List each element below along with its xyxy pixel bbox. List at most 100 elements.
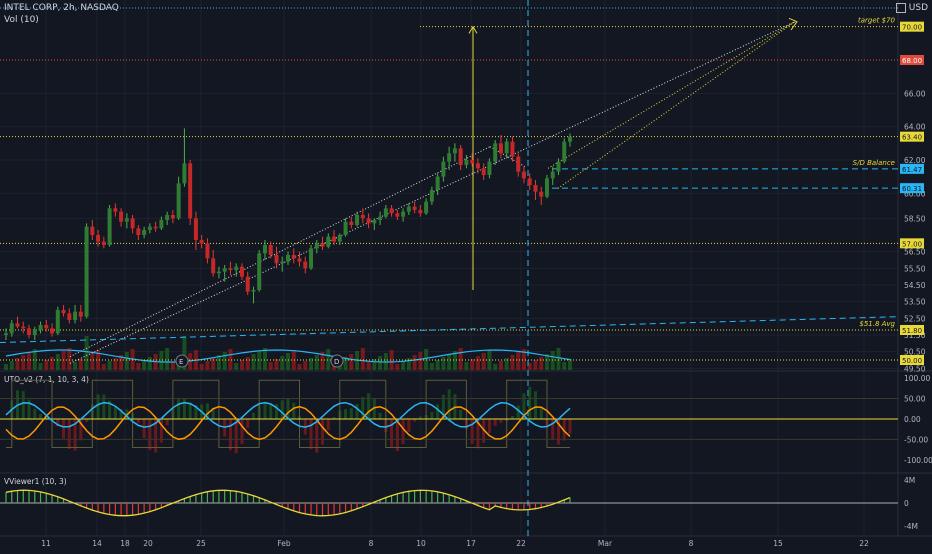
time-axis-tick: 18: [120, 539, 130, 548]
volume-bar: [441, 357, 445, 370]
candle-body: [326, 237, 330, 247]
candle-body: [309, 248, 313, 268]
candle-body: [441, 162, 445, 177]
candle-body: [257, 253, 261, 290]
candle-body: [430, 190, 434, 202]
volume-bar: [401, 361, 405, 370]
uto-histogram-bar: [344, 409, 347, 419]
candle-body: [223, 268, 227, 271]
volume-bar: [280, 356, 284, 370]
uto-histogram-bar: [488, 419, 491, 433]
currency-selector[interactable]: USD: [896, 3, 928, 13]
annotation-text: $51.8 Avg: [859, 320, 895, 328]
volume-bar: [171, 362, 175, 370]
candle-body: [251, 290, 255, 292]
candle-body: [332, 237, 336, 242]
box-icon: [896, 3, 906, 13]
price-badge-label: 68.00: [902, 57, 922, 65]
volume-bar: [430, 363, 434, 370]
candle-body: [436, 177, 440, 190]
candle-body: [67, 313, 71, 320]
candle-body: [27, 328, 31, 335]
volume-bar: [539, 357, 543, 370]
time-axis-tick: Mar: [598, 539, 613, 548]
candle-body: [315, 243, 319, 248]
candle-body: [349, 222, 353, 225]
volume-bar: [73, 362, 77, 370]
candle-body: [44, 325, 48, 328]
volume-bar: [298, 364, 302, 370]
volume-bar: [205, 361, 209, 370]
candle-body: [10, 323, 14, 333]
candle-body: [165, 215, 169, 220]
volume-bar: [10, 361, 14, 370]
uto-histogram-bar: [327, 419, 330, 430]
price-badge-label: 50.00: [902, 357, 922, 365]
time-axis-tick: 22: [516, 539, 526, 548]
time-axis-tick: 20: [143, 539, 153, 548]
volume-bar: [413, 355, 417, 370]
uto-histogram-bar: [292, 403, 295, 419]
uto-histogram-bar: [148, 419, 151, 450]
volume-bar: [263, 348, 267, 370]
volume-bar: [372, 359, 376, 370]
uto-histogram-bar: [436, 404, 439, 419]
volume-bar: [4, 364, 8, 370]
candle-body: [418, 210, 422, 213]
uto-histogram-bar: [68, 419, 71, 449]
volume-bar: [269, 362, 273, 370]
uto-histogram-bar: [321, 419, 324, 445]
time-axis-tick: 22: [859, 539, 869, 548]
vviewer-axis-tick: 0: [904, 499, 909, 508]
candle-body: [522, 172, 526, 179]
candle-body: [56, 310, 60, 333]
candle-body: [79, 312, 83, 317]
uto-histogram-bar: [62, 419, 65, 439]
volume-bar: [470, 359, 474, 370]
candle-body: [493, 143, 497, 161]
uto-axis-tick: 100.00: [904, 374, 930, 383]
candle-body: [246, 277, 250, 292]
volume-bar: [493, 364, 497, 370]
uto-legend: UTO_v2 (7, 1, 10, 3, 4): [4, 375, 89, 384]
volume-bar: [39, 363, 43, 370]
volume-bar: [102, 364, 106, 370]
candle-body: [171, 215, 175, 218]
uto-histogram-bar: [263, 404, 266, 419]
candle-body: [459, 148, 463, 165]
uto-axis-tick: 50.00: [904, 395, 926, 404]
uto-histogram-bar: [459, 410, 462, 419]
volume-bar: [499, 361, 503, 370]
candle-body: [50, 328, 54, 333]
volume-bar: [136, 363, 140, 370]
candle-body: [90, 227, 94, 235]
time-axis-tick: 14: [92, 539, 102, 548]
price-axis-tick: 58.50: [904, 214, 926, 223]
candle-body: [217, 272, 221, 274]
volume-bar: [436, 360, 440, 370]
candle-body: [372, 220, 376, 223]
volume-bar: [292, 350, 296, 370]
candle-body: [476, 163, 480, 168]
vviewer-axis-tick: 4M: [904, 476, 915, 485]
volume-bar: [223, 352, 227, 370]
volume-bar: [395, 364, 399, 370]
volume-bar: [510, 355, 514, 370]
candle-body: [39, 325, 43, 330]
volume-bar: [418, 352, 422, 370]
price-axis-tick: 56.50: [904, 248, 926, 257]
volume-bar: [476, 356, 480, 370]
time-axis-tick: 15: [773, 539, 783, 548]
time-axis-tick: Feb: [277, 539, 291, 548]
volume-bar: [56, 354, 60, 370]
volume-bar: [240, 360, 244, 370]
volume-bar: [148, 357, 152, 370]
volume-bar: [274, 359, 278, 370]
candle-body: [119, 212, 123, 222]
event-marker-label: E: [179, 358, 183, 366]
volume-bar: [447, 354, 451, 370]
time-axis-tick: 17: [466, 539, 476, 548]
